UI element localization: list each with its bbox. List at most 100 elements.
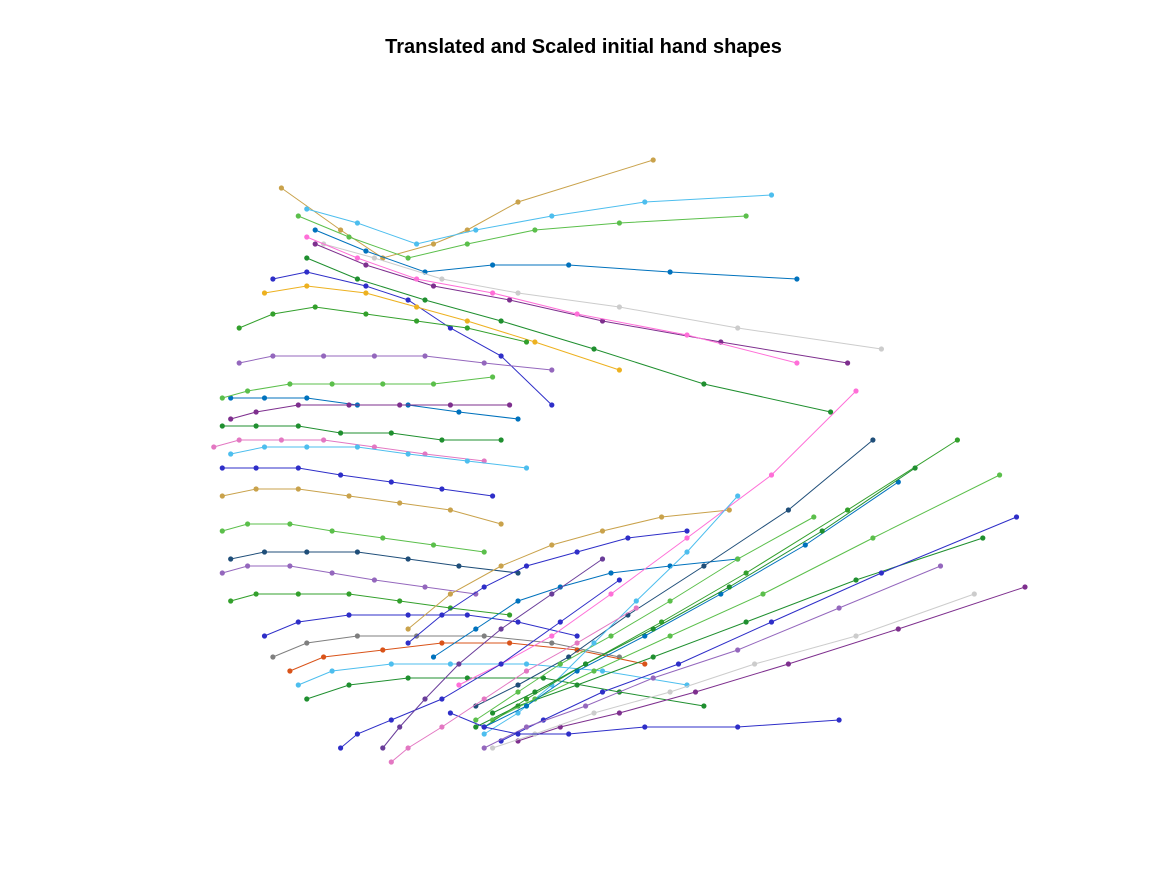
- landmark-point: [354, 731, 360, 737]
- landmark-point: [354, 549, 360, 555]
- landmark-point: [1013, 514, 1020, 520]
- landmark-point: [278, 185, 284, 191]
- landmark-point: [599, 556, 606, 562]
- hand-shape-line: [230, 397, 519, 420]
- landmark-point: [422, 297, 428, 303]
- landmark-point: [760, 591, 766, 597]
- landmark-point: [490, 710, 496, 716]
- landmark-point: [523, 339, 530, 345]
- landmark-point: [261, 444, 268, 450]
- hand-shape-13: [228, 395, 521, 422]
- landmark-point: [574, 633, 580, 639]
- landmark-point: [397, 724, 403, 730]
- hand-shape-31: [405, 528, 690, 646]
- landmark-point: [845, 360, 851, 366]
- landmark-point: [439, 437, 445, 443]
- landmark-point: [599, 318, 606, 324]
- landmark-point: [380, 381, 386, 387]
- hand-shape-28: [295, 661, 690, 688]
- landmark-point: [650, 654, 656, 660]
- hand-shape-16: [219, 423, 504, 443]
- landmark-point: [853, 633, 859, 639]
- landmark-point: [430, 542, 437, 548]
- landmark-point: [253, 591, 259, 597]
- landmark-point: [549, 633, 555, 639]
- hand-shape-line: [517, 586, 1026, 742]
- landmark-point: [464, 325, 470, 331]
- landmark-point: [245, 388, 251, 394]
- landmark-point: [507, 612, 513, 618]
- landmark-point: [481, 633, 487, 639]
- hand-shape-line: [492, 467, 916, 714]
- landmark-point: [481, 360, 487, 366]
- landmark-point: [414, 318, 420, 324]
- landmark-point: [338, 472, 344, 478]
- hand-shape-37: [473, 535, 986, 730]
- landmark-point: [659, 514, 665, 520]
- landmark-point: [667, 633, 673, 639]
- landmark-point: [735, 647, 741, 653]
- landmark-point: [819, 528, 825, 534]
- hand-shape-46: [447, 710, 842, 737]
- landmark-point: [785, 507, 792, 513]
- landmark-point: [405, 255, 411, 261]
- landmark-point: [608, 633, 614, 639]
- landmark-point: [346, 402, 352, 408]
- landmark-point: [498, 521, 504, 527]
- landmark-point: [490, 717, 496, 723]
- landmark-point: [371, 577, 377, 583]
- hand-shape-line: [230, 551, 519, 574]
- landmark-point: [616, 710, 623, 716]
- landmark-point: [388, 759, 394, 765]
- landmark-point: [980, 535, 986, 541]
- landmark-point: [464, 318, 470, 324]
- landmark-point: [726, 507, 732, 513]
- landmark-point: [574, 640, 580, 646]
- landmark-point: [304, 206, 310, 212]
- landmark-point: [295, 619, 301, 625]
- landmark-point: [971, 591, 977, 597]
- hand-shape-24: [228, 591, 513, 618]
- hand-shape-25: [261, 612, 580, 639]
- landmark-point: [735, 493, 741, 499]
- hand-shape-30: [405, 507, 732, 632]
- landmark-point: [363, 283, 369, 289]
- hand-shape-18: [228, 444, 530, 471]
- chart-title: Translated and Scaled initial hand shape…: [385, 36, 782, 58]
- landmark-point: [295, 486, 301, 492]
- landmark-point: [430, 381, 437, 387]
- landmark-point: [515, 689, 521, 695]
- landmark-point: [447, 661, 453, 667]
- landmark-point: [270, 276, 276, 282]
- landmark-point: [701, 381, 707, 387]
- landmark-point: [253, 465, 259, 471]
- landmark-point: [828, 409, 834, 415]
- landmark-point: [430, 283, 437, 289]
- hand-shape-8: [304, 234, 800, 366]
- hand-shape-line: [475, 516, 815, 721]
- landmark-point: [515, 731, 521, 737]
- landmark-point: [878, 570, 885, 576]
- landmark-point: [363, 262, 369, 268]
- landmark-point: [608, 591, 614, 597]
- hand-shape-6: [321, 241, 885, 352]
- landmark-point: [371, 353, 377, 359]
- landmark-point: [261, 549, 268, 555]
- landmark-point: [287, 521, 293, 527]
- landmark-point: [346, 493, 352, 499]
- hand-shape-line: [230, 404, 510, 420]
- landmark-point: [380, 647, 386, 653]
- landmark-point: [481, 724, 487, 730]
- landmark-point: [354, 220, 360, 226]
- hand-shape-line: [306, 194, 772, 245]
- landmark-point: [667, 689, 673, 695]
- landmark-point: [447, 507, 453, 513]
- hand-shape-4: [312, 227, 800, 282]
- landmark-point: [219, 528, 225, 534]
- hand-shape-line: [492, 593, 975, 749]
- landmark-point: [371, 255, 377, 261]
- landmark-point: [481, 584, 487, 590]
- landmark-point: [684, 528, 690, 534]
- landmark-point: [591, 640, 597, 646]
- landmark-point: [836, 717, 842, 723]
